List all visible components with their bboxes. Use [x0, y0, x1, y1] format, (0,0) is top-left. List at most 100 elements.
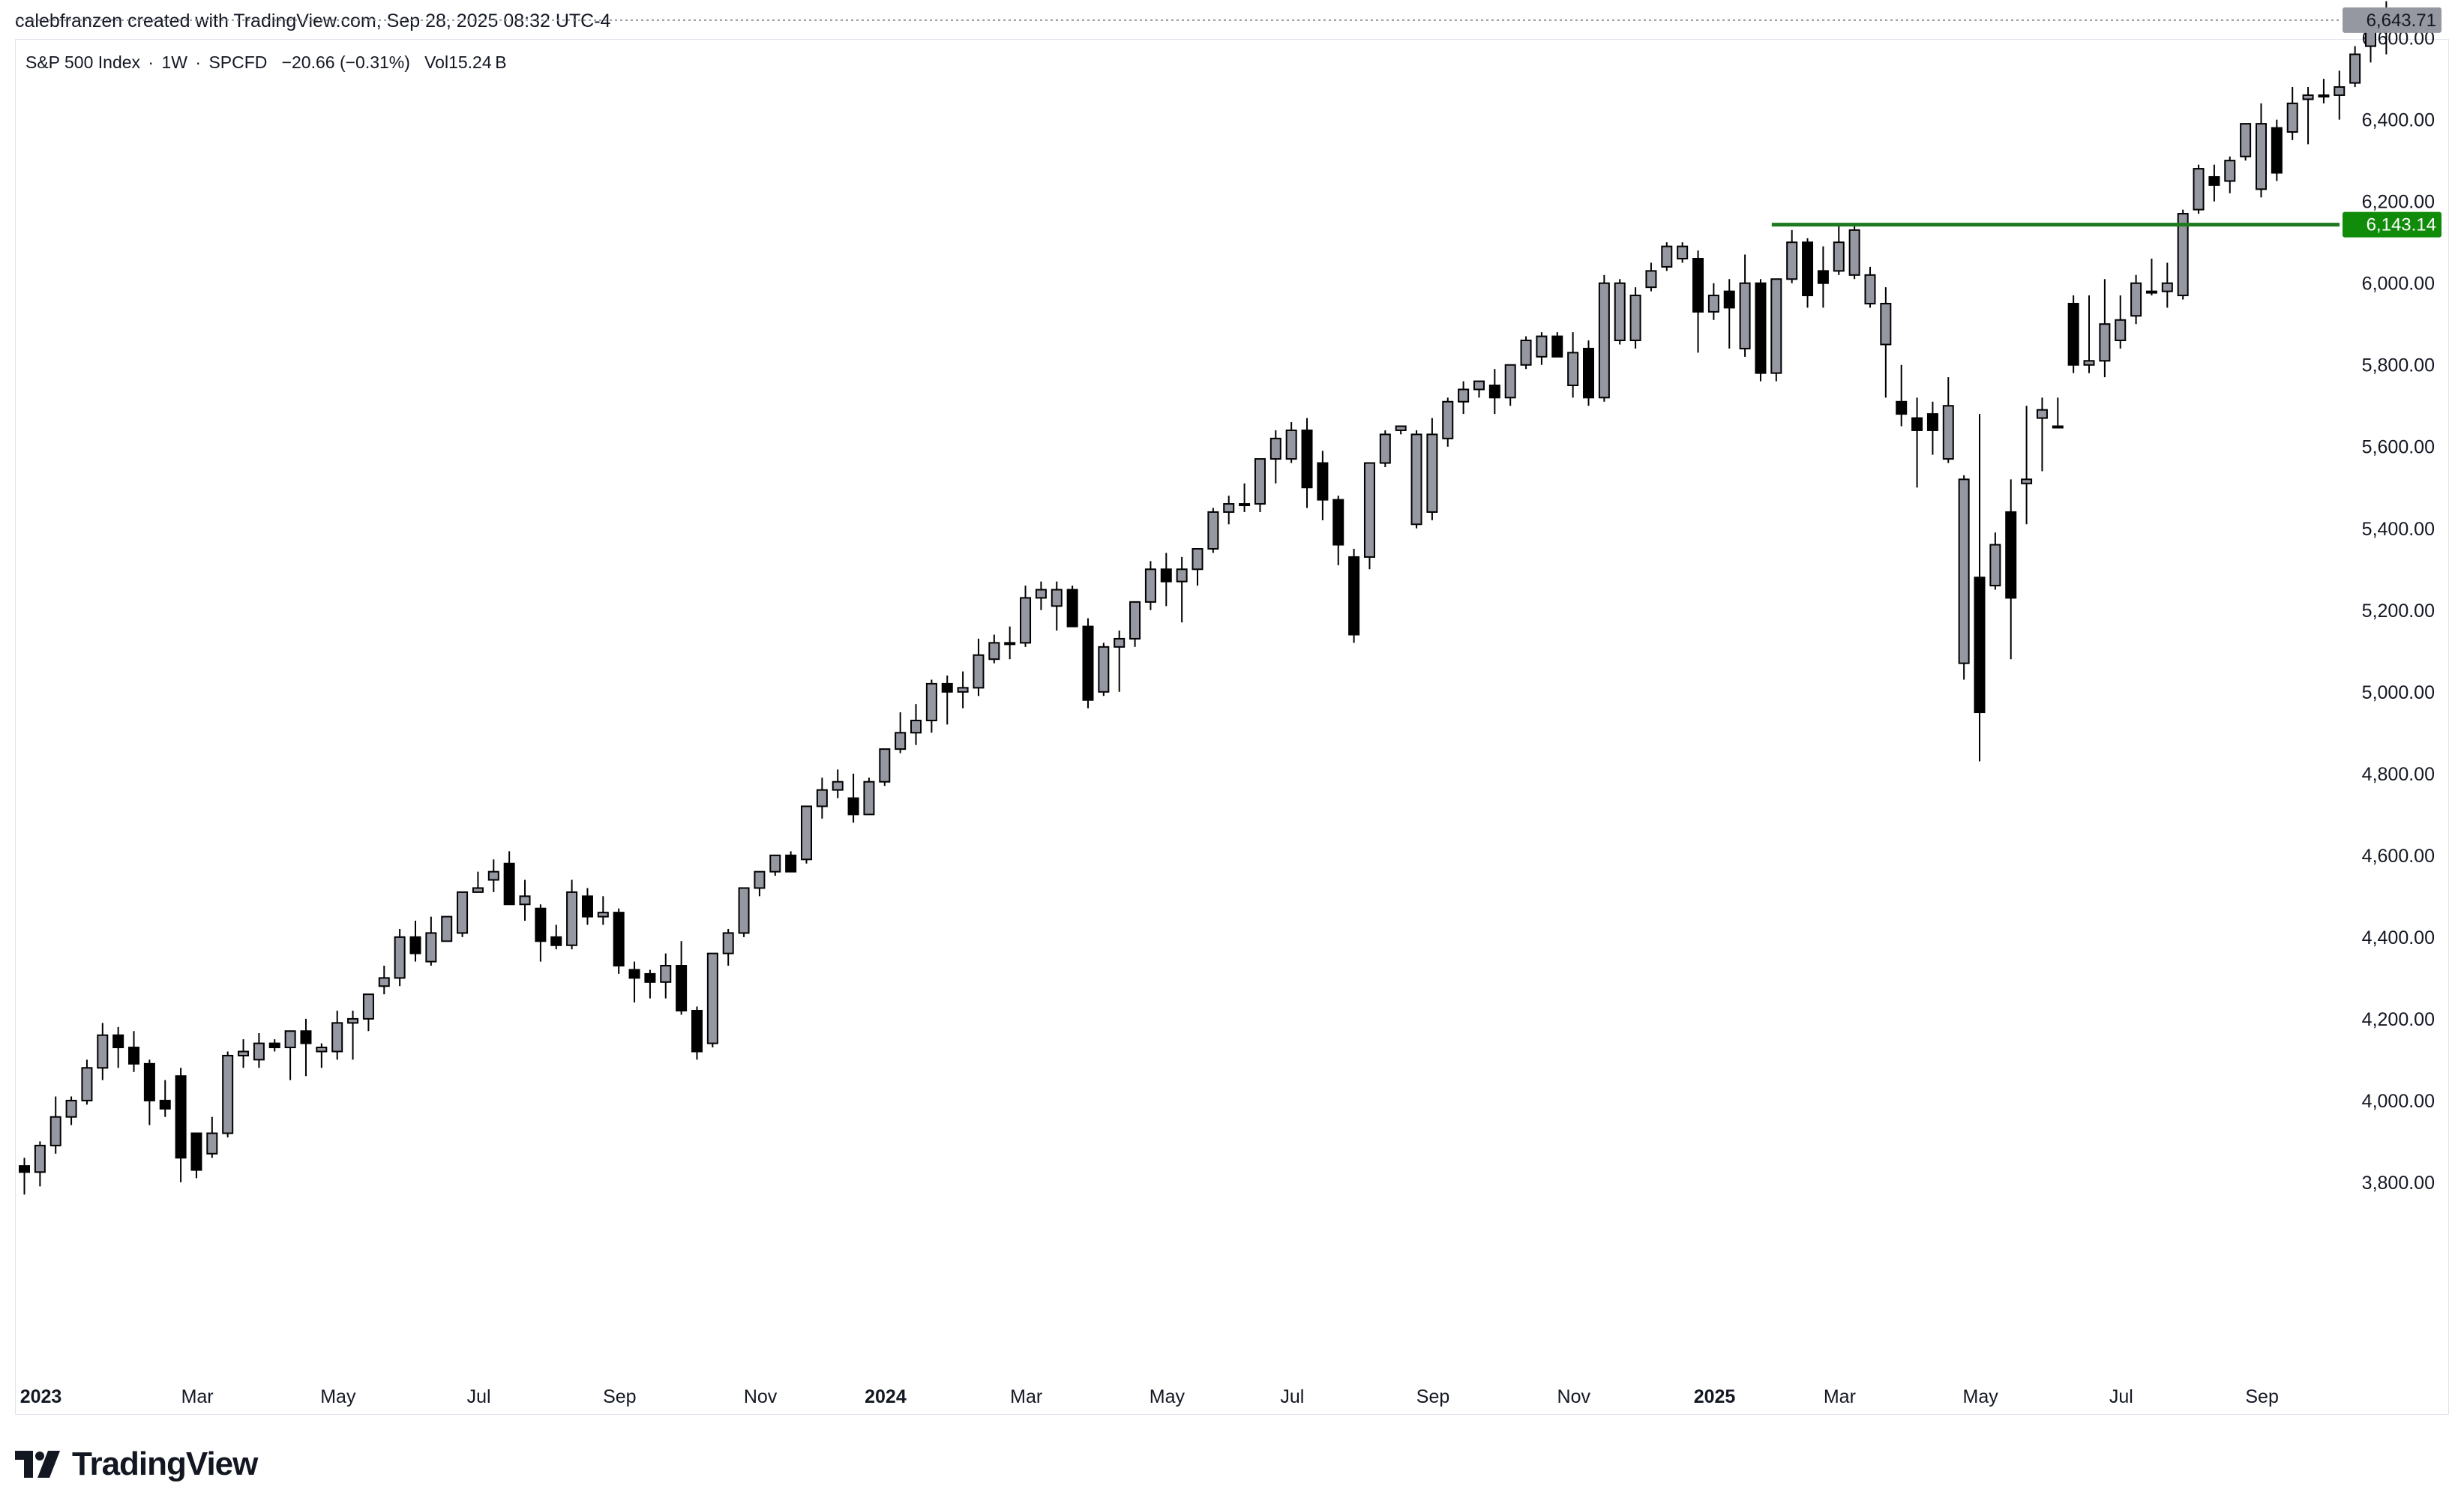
candle	[1880, 287, 1892, 398]
candle	[2271, 119, 2283, 181]
candle	[2145, 258, 2157, 296]
candle	[503, 851, 515, 906]
candle	[597, 896, 609, 925]
candle-body	[472, 887, 484, 893]
candle-body	[644, 972, 656, 983]
candle-body	[676, 965, 688, 1011]
candle	[409, 921, 421, 962]
candle-body	[1363, 462, 1375, 558]
candle	[1458, 381, 1470, 415]
candle-body	[722, 932, 734, 954]
candle-body	[1239, 503, 1251, 507]
y-tick-label: 4,400.00	[2362, 927, 2435, 948]
candle-body	[597, 912, 609, 918]
candle-body	[1770, 278, 1782, 374]
candle	[1363, 462, 1375, 570]
candle-body	[112, 1034, 124, 1049]
candle	[1755, 279, 1767, 382]
candle	[19, 1158, 30, 1195]
candle	[1442, 397, 1454, 447]
candle-body	[816, 789, 828, 807]
candle-body	[97, 1034, 109, 1069]
candle	[676, 941, 688, 1015]
x-tick-label: Mar	[181, 1386, 214, 1407]
candle-body	[2067, 302, 2079, 366]
candle	[1348, 549, 1360, 643]
candle-body	[1880, 302, 1892, 346]
candle-body	[2349, 53, 2361, 84]
candle	[2052, 397, 2064, 429]
candle	[863, 777, 875, 816]
candle-body	[847, 797, 859, 816]
candle-body	[1911, 417, 1923, 431]
candle-body	[143, 1062, 155, 1101]
x-tick-label: 2023	[20, 1386, 62, 1407]
candle	[1770, 278, 1782, 382]
candle-body	[2193, 168, 2205, 211]
candle	[691, 1006, 703, 1060]
candle	[581, 888, 593, 925]
candle	[1707, 283, 1719, 320]
candle	[1473, 380, 1485, 398]
y-axis[interactable]: 3,800.00 4,000.00 4,200.00 4,400.00 4,600.00…	[2362, 0, 2435, 1194]
candle-body	[1551, 335, 1563, 358]
candle	[801, 805, 812, 864]
candle	[1332, 496, 1344, 565]
tradingview-logo[interactable]: TradingView	[15, 1446, 258, 1483]
x-tick-label: Sep	[603, 1386, 636, 1407]
candle	[1614, 279, 1626, 345]
candle	[738, 887, 750, 937]
x-tick-label: Mar	[1824, 1386, 1856, 1407]
candle	[957, 671, 969, 709]
level-price-tag	[2343, 211, 2442, 238]
candles	[19, 1, 2392, 1195]
candle	[519, 879, 531, 921]
candle	[754, 870, 766, 897]
candle-body	[1802, 241, 1814, 297]
x-tick-label: May	[1150, 1386, 1186, 1407]
candle-body	[1192, 548, 1204, 571]
interval-label[interactable]: 1W	[161, 52, 187, 72]
candle	[1207, 508, 1219, 553]
candle	[487, 859, 499, 892]
candle	[1239, 483, 1251, 512]
separator: ·	[195, 52, 202, 72]
candle	[1051, 581, 1063, 631]
candle-body	[550, 936, 562, 946]
candle	[222, 1051, 234, 1137]
candle-body	[1051, 589, 1063, 607]
candle-body	[1896, 400, 1908, 415]
candle	[49, 1096, 61, 1154]
candle-body	[1661, 245, 1673, 268]
x-tick-label: Sep	[1416, 1386, 1449, 1407]
candle-body	[1598, 282, 1610, 399]
candle	[1645, 262, 1657, 292]
x-tick-label: May	[320, 1386, 356, 1407]
candle	[910, 704, 922, 745]
candle	[425, 916, 437, 966]
candle-body	[1442, 400, 1454, 439]
candle	[159, 1080, 171, 1117]
x-tick-label: Jul	[467, 1386, 491, 1407]
candle	[1786, 229, 1798, 283]
candle-body	[34, 1144, 46, 1173]
candle	[2115, 295, 2127, 349]
candle	[1317, 451, 1329, 520]
x-axis[interactable]: 2023 Mar May Jul Sep Nov 2024 Mar May Jul Sep Nov 20…	[20, 1386, 2279, 1407]
candle-body	[457, 891, 469, 934]
candle-body	[1317, 462, 1329, 501]
y-tick-label: 4,600.00	[2362, 846, 2435, 867]
candle	[2021, 406, 2033, 525]
candle-body	[910, 719, 922, 734]
volume-label: Vol15.24 B	[424, 52, 507, 72]
candle	[1520, 336, 1532, 370]
candle-body	[1004, 642, 1016, 646]
chart-frame	[15, 39, 2449, 1415]
candle-body	[1254, 458, 1266, 505]
candle	[457, 891, 469, 937]
candle-body	[1332, 499, 1344, 546]
symbol-name[interactable]: S&P 500 Index	[25, 52, 141, 72]
candle-body	[1677, 245, 1689, 259]
candle	[1082, 618, 1094, 709]
